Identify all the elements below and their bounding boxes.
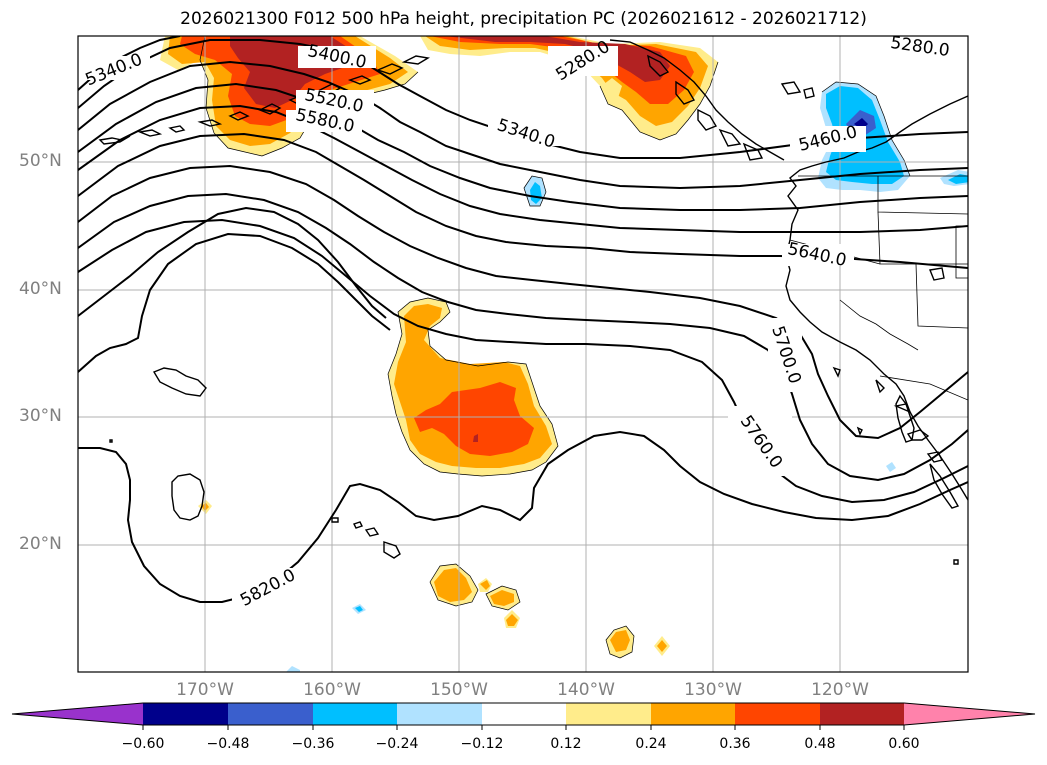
chart-title: 2026021300 F012 500 hPa height, precipit… bbox=[180, 9, 867, 29]
colorbar bbox=[11, 702, 1036, 730]
colorbar-tick: −0.24 bbox=[375, 736, 419, 752]
contour-label-gaps bbox=[78, 36, 960, 608]
colorbar-tick: −0.60 bbox=[121, 736, 165, 752]
lat-label-20n: 20°N bbox=[19, 534, 62, 554]
colorbar-tick: −0.12 bbox=[460, 736, 504, 752]
colorbar-bin bbox=[228, 703, 313, 725]
colorbar-tick: −0.48 bbox=[206, 736, 250, 752]
colorbar-over-arrow bbox=[904, 703, 1035, 725]
colorbar-bin bbox=[143, 703, 228, 725]
colorbar-tick: 0.60 bbox=[888, 736, 920, 752]
lon-label-170w: 170°W bbox=[176, 680, 234, 700]
colorbar-bin bbox=[820, 703, 904, 725]
colorbar-bin bbox=[566, 703, 651, 725]
colorbar-tick: 0.24 bbox=[635, 736, 667, 752]
map-frame bbox=[77, 35, 969, 673]
precip-central-blob bbox=[388, 298, 558, 476]
colorbar-tick: 0.12 bbox=[550, 736, 582, 752]
colorbar-tick: −0.36 bbox=[291, 736, 335, 752]
lon-label-160w: 160°W bbox=[303, 680, 361, 700]
coastlines bbox=[98, 39, 968, 565]
colorbar-bin bbox=[313, 703, 397, 725]
colorbar-tick: 0.48 bbox=[804, 736, 836, 752]
colorbar-bin bbox=[482, 703, 566, 725]
lat-label-50n: 50°N bbox=[19, 151, 62, 171]
lon-label-150w: 150°W bbox=[430, 680, 488, 700]
height-contours bbox=[78, 36, 968, 603]
lon-label-120w: 120°W bbox=[811, 680, 869, 700]
colorbar-under-arrow bbox=[12, 703, 143, 725]
lon-label-130w: 130°W bbox=[684, 680, 742, 700]
colorbar-tick: 0.36 bbox=[719, 736, 751, 752]
colorbar-bin bbox=[735, 703, 820, 725]
lat-label-30n: 30°N bbox=[19, 406, 62, 426]
colorbar-bin bbox=[651, 703, 735, 725]
graticule bbox=[78, 36, 968, 672]
lon-label-140w: 140°W bbox=[557, 680, 615, 700]
map-panel: 5340.0 5400.0 5520.0 5580.0 5280.0 5280.… bbox=[78, 36, 968, 672]
colorbar-bin bbox=[397, 703, 482, 725]
lat-label-40n: 40°N bbox=[19, 279, 62, 299]
